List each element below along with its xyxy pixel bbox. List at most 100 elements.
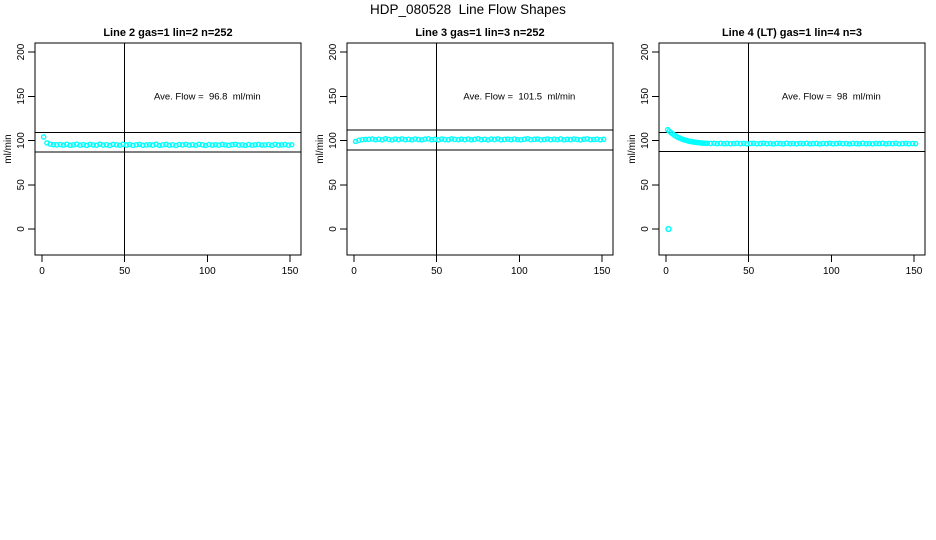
data-point	[382, 136, 389, 142]
data-point	[186, 142, 192, 148]
y-tick-label: 50	[328, 179, 339, 191]
data-point	[899, 140, 906, 147]
data-point	[97, 141, 103, 148]
data-point	[50, 141, 57, 148]
data-point	[375, 136, 382, 142]
data-point	[574, 136, 580, 143]
data-point	[156, 142, 163, 149]
data-point	[800, 140, 807, 147]
data-point	[816, 141, 823, 147]
data-point	[60, 142, 67, 148]
y-tick-label: 150	[328, 87, 339, 104]
data-point	[359, 136, 366, 143]
data-point	[278, 142, 285, 148]
data-point	[133, 141, 140, 148]
outlier-point	[665, 225, 672, 233]
data-point	[820, 140, 826, 147]
y-tick-label: 0	[16, 226, 27, 232]
data-point	[402, 136, 409, 143]
data-point	[810, 140, 816, 147]
y-tick-label: 100	[16, 132, 27, 149]
data-point	[206, 141, 212, 148]
plot-box	[346, 42, 614, 256]
data-point	[744, 141, 750, 147]
data-point	[169, 141, 176, 148]
data-point	[232, 141, 239, 148]
x-tick-label: 50	[119, 266, 131, 277]
data-point	[846, 141, 853, 147]
data-point	[534, 136, 541, 142]
data-point	[77, 142, 83, 148]
data-point	[120, 141, 126, 148]
x-tick-label: 50	[431, 266, 443, 277]
data-point	[850, 140, 856, 147]
data-point	[432, 136, 438, 143]
data-point	[893, 140, 899, 147]
figure-title: HDP_080528 Line Flow Shapes	[370, 2, 566, 17]
data-point	[275, 142, 282, 148]
data-point	[229, 141, 235, 148]
data-point	[405, 136, 412, 143]
data-point	[571, 136, 577, 142]
data-point	[581, 136, 587, 143]
y-tick-label: 200	[328, 43, 339, 60]
data-point	[285, 142, 292, 148]
data-point	[239, 142, 245, 148]
data-point	[770, 141, 777, 147]
data-point	[843, 140, 850, 147]
data-point	[912, 140, 919, 147]
data-point	[528, 136, 534, 143]
data-point	[724, 140, 730, 147]
data-point	[468, 136, 475, 143]
data-point	[757, 140, 764, 147]
data-point	[876, 140, 883, 147]
data-point	[764, 140, 770, 147]
panel-title: Line 3 gas=1 lin=3 n=252	[415, 27, 544, 39]
data-point	[787, 140, 793, 147]
data-point	[803, 140, 810, 147]
x-tick-label: 50	[743, 266, 755, 277]
data-point	[435, 137, 442, 143]
data-point	[259, 142, 265, 148]
data-point	[551, 136, 557, 142]
panel-line3-chart: Line 3 gas=1 lin=3 n=252 0 50 100 150 200 ml/m…	[315, 27, 614, 277]
x-tick-label: 100	[199, 266, 216, 277]
data-point	[356, 137, 362, 144]
data-point	[760, 140, 767, 147]
data-point	[727, 140, 734, 147]
data-point	[418, 136, 425, 143]
data-point	[547, 136, 554, 143]
data-point	[199, 142, 206, 148]
x-tick-label: 0	[663, 266, 669, 277]
data-point	[392, 136, 399, 142]
data-point	[485, 137, 491, 143]
data-point	[422, 136, 428, 142]
data-point	[734, 140, 740, 147]
data-point	[40, 134, 47, 140]
plot-box	[34, 42, 302, 256]
data-point	[544, 136, 551, 142]
data-point	[797, 140, 803, 147]
data-point	[110, 141, 116, 148]
data-point	[395, 136, 402, 143]
data-point	[183, 141, 189, 148]
avg-flow-annotation: Ave. Flow = 98 ml/min	[782, 91, 881, 102]
data-point	[54, 142, 60, 148]
data-point	[103, 141, 110, 148]
data-point	[47, 141, 54, 147]
data-point	[704, 140, 711, 147]
data-point	[836, 140, 843, 147]
data-point	[807, 140, 813, 147]
data-point	[773, 140, 780, 147]
data-point	[790, 140, 797, 147]
data-point	[717, 140, 724, 147]
data-point	[219, 141, 226, 148]
y-tick-label: 150	[640, 87, 651, 104]
data-point	[587, 136, 594, 143]
x-tick-label: 100	[823, 266, 840, 277]
data-point	[597, 136, 604, 143]
data-point	[754, 140, 760, 147]
data-point	[707, 140, 714, 147]
data-point	[873, 140, 879, 147]
data-point	[514, 136, 521, 143]
